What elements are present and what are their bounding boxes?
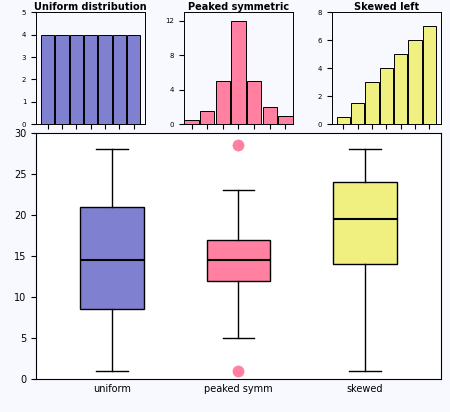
Bar	[231, 21, 246, 124]
Bar	[113, 35, 126, 124]
Bar	[216, 81, 230, 124]
Bar	[184, 120, 199, 124]
Bar	[99, 35, 112, 124]
Bar	[84, 35, 97, 124]
Bar	[337, 117, 350, 124]
Bar	[394, 54, 407, 124]
Bar	[247, 81, 261, 124]
Bar	[380, 68, 393, 124]
Title: Uniform distribution: Uniform distribution	[34, 2, 147, 12]
Bar	[200, 111, 215, 124]
Bar	[294, 120, 308, 124]
Bar	[278, 115, 293, 124]
PathPatch shape	[80, 207, 144, 309]
Bar	[70, 35, 83, 124]
Title: Peaked symmetric: Peaked symmetric	[188, 2, 289, 12]
Title: Skewed left: Skewed left	[354, 2, 419, 12]
Bar	[41, 35, 54, 124]
PathPatch shape	[207, 240, 270, 281]
Bar	[262, 107, 277, 124]
PathPatch shape	[333, 182, 397, 264]
Bar	[55, 35, 69, 124]
Bar	[351, 103, 364, 124]
Bar	[408, 40, 422, 124]
Bar	[423, 26, 436, 124]
Bar	[365, 82, 378, 124]
Bar	[127, 35, 140, 124]
